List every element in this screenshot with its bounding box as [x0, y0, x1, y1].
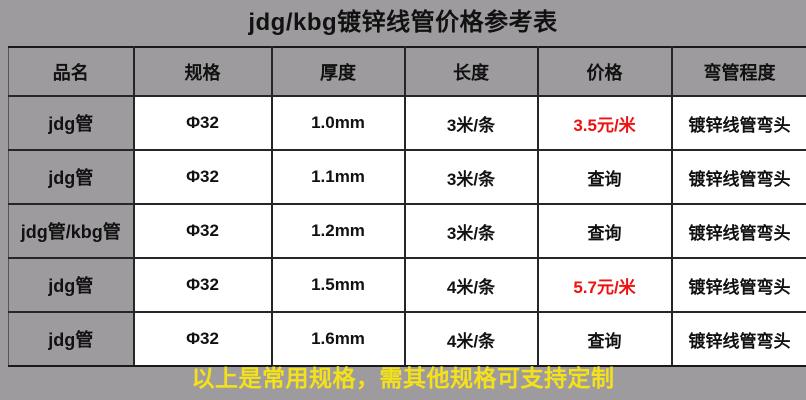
cell-spec: Φ32 [133, 258, 273, 313]
cell-thickness: 1.1mm [271, 150, 406, 205]
cell-bend: 镀锌线管弯头 [671, 204, 806, 259]
table-header: 品名 规格 厚度 长度 价格 弯管程度 [8, 47, 806, 97]
price-table: 品名 规格 厚度 长度 价格 弯管程度 jdg管 Φ32 1.0mm 3米/条 … [8, 46, 806, 367]
column-header-price: 价格 [537, 47, 673, 97]
cell-price: 3.5元/米 [537, 96, 673, 151]
cell-thickness: 1.2mm [271, 204, 406, 259]
column-header-length: 长度 [404, 47, 539, 97]
cell-length: 3米/条 [404, 204, 539, 259]
cell-price: 5.7元/米 [537, 258, 673, 313]
cell-name: jdg管 [8, 96, 135, 151]
cell-name: jdg管 [8, 150, 135, 205]
cell-name: jdg管 [8, 312, 135, 367]
cell-bend: 镀锌线管弯头 [671, 312, 806, 367]
cell-bend: 镀锌线管弯头 [671, 96, 806, 151]
column-header-name: 品名 [8, 47, 135, 97]
cell-length: 4米/条 [404, 258, 539, 313]
table-row: jdg管/kbg管 Φ32 1.2mm 3米/条 查询 镀锌线管弯头 [8, 204, 806, 259]
table-row: jdg管 Φ32 1.5mm 4米/条 5.7元/米 镀锌线管弯头 [8, 258, 806, 313]
cell-thickness: 1.0mm [271, 96, 406, 151]
footer-note: 以上是常用规格，需其他规格可支持定制 [191, 364, 615, 391]
cell-thickness: 1.5mm [271, 258, 406, 313]
table-row: jdg管 Φ32 1.0mm 3米/条 3.5元/米 镀锌线管弯头 [8, 96, 806, 151]
cell-name: jdg管 [8, 258, 135, 313]
table-body: jdg管 Φ32 1.0mm 3米/条 3.5元/米 镀锌线管弯头 jdg管 Φ… [8, 96, 806, 367]
cell-length: 3米/条 [404, 96, 539, 151]
column-header-bend: 弯管程度 [671, 47, 806, 97]
price-table-container: 品名 规格 厚度 长度 价格 弯管程度 jdg管 Φ32 1.0mm 3米/条 … [8, 46, 806, 367]
cell-price: 查询 [537, 312, 673, 367]
cell-name: jdg管/kbg管 [8, 204, 135, 259]
cell-spec: Φ32 [133, 96, 273, 151]
table-header-row: 品名 规格 厚度 长度 价格 弯管程度 [8, 47, 806, 97]
cell-price: 查询 [537, 204, 673, 259]
table-row: jdg管 Φ32 1.1mm 3米/条 查询 镀锌线管弯头 [8, 150, 806, 205]
cell-price: 查询 [537, 150, 673, 205]
column-header-thickness: 厚度 [271, 47, 406, 97]
page-title-bar: jdg/kbg镀锌线管价格参考表 [0, 0, 806, 46]
cell-length: 3米/条 [404, 150, 539, 205]
page-title: jdg/kbg镀锌线管价格参考表 [248, 9, 558, 36]
cell-thickness: 1.6mm [271, 312, 406, 367]
cell-bend: 镀锌线管弯头 [671, 150, 806, 205]
column-header-spec: 规格 [133, 47, 273, 97]
cell-spec: Φ32 [133, 204, 273, 259]
cell-spec: Φ32 [133, 150, 273, 205]
cell-bend: 镀锌线管弯头 [671, 258, 806, 313]
table-row: jdg管 Φ32 1.6mm 4米/条 查询 镀锌线管弯头 [8, 312, 806, 367]
cell-spec: Φ32 [133, 312, 273, 367]
cell-length: 4米/条 [404, 312, 539, 367]
footer-note-bar: 以上是常用规格，需其他规格可支持定制 [0, 356, 806, 400]
